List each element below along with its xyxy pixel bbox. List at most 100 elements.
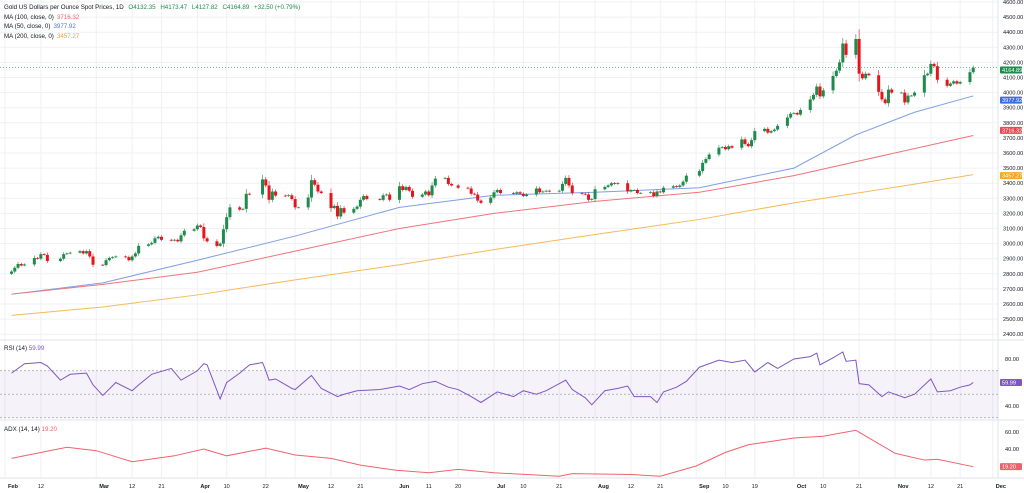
candle-body bbox=[218, 243, 222, 246]
candle bbox=[267, 180, 271, 204]
candle-body bbox=[469, 188, 473, 194]
candle bbox=[864, 71, 868, 80]
candle-body bbox=[241, 208, 245, 210]
candle-body bbox=[922, 75, 926, 93]
rsi-legend[interactable]: RSI (14) 59.99 bbox=[4, 345, 44, 352]
candle-body bbox=[929, 63, 933, 74]
ma50-line bbox=[11, 95, 974, 295]
candle-body bbox=[16, 263, 20, 268]
candle-body bbox=[932, 63, 936, 67]
candle bbox=[407, 185, 411, 193]
x-tick-label: 12 bbox=[129, 484, 135, 490]
candle bbox=[472, 192, 476, 196]
candle-body bbox=[831, 75, 835, 91]
adx-value: 19.20 bbox=[41, 426, 57, 433]
candle bbox=[159, 235, 163, 242]
candle bbox=[169, 238, 173, 242]
candle-body bbox=[717, 147, 721, 155]
ma200-label: MA (200, close, 0) bbox=[4, 32, 54, 40]
price-tick-label: 3200.00 bbox=[1003, 211, 1023, 217]
candle-body bbox=[329, 193, 333, 209]
candle bbox=[740, 136, 744, 151]
candle bbox=[495, 188, 499, 194]
candle bbox=[613, 182, 617, 185]
x-tick-label: 10 bbox=[224, 484, 230, 490]
candle-body bbox=[446, 177, 450, 184]
candle-body bbox=[13, 267, 17, 272]
candle-body bbox=[401, 186, 405, 190]
candle-body bbox=[296, 207, 300, 209]
candle bbox=[675, 185, 679, 188]
candle-body bbox=[336, 205, 340, 217]
price-tick-label: 3600.00 bbox=[1003, 151, 1023, 157]
price-change: +32.50 (+0.79%) bbox=[254, 4, 301, 11]
candle-body bbox=[293, 199, 297, 208]
price-tick-label: 3800.00 bbox=[1003, 121, 1023, 127]
candle bbox=[218, 242, 222, 248]
candle bbox=[358, 197, 362, 209]
candle-body bbox=[671, 186, 675, 188]
candle-body bbox=[746, 143, 750, 147]
candle bbox=[450, 182, 454, 187]
ma200-legend[interactable]: MA (200, close, 0) 3457.27 bbox=[4, 32, 303, 42]
candle-body bbox=[763, 128, 767, 132]
candle bbox=[681, 179, 685, 187]
candle-body bbox=[130, 256, 134, 261]
candle-body bbox=[248, 193, 251, 195]
x-tick-label: Aug bbox=[598, 484, 609, 490]
candle bbox=[81, 249, 85, 255]
candle-body bbox=[613, 183, 617, 184]
rsi-badge-bg bbox=[1000, 379, 1022, 387]
candle-body bbox=[476, 194, 480, 201]
candle-body bbox=[900, 92, 903, 94]
candle bbox=[883, 97, 887, 105]
candle-body bbox=[10, 271, 14, 274]
candle bbox=[844, 39, 848, 58]
candle bbox=[107, 256, 111, 262]
last-price-badge-bg bbox=[1000, 66, 1022, 74]
candle bbox=[443, 176, 447, 180]
candle-body bbox=[968, 72, 972, 83]
candle-body bbox=[427, 191, 431, 196]
candle-body bbox=[603, 186, 607, 190]
rsi-tick-label: 80.00 bbox=[1005, 357, 1019, 363]
candle-body bbox=[648, 192, 652, 194]
x-tick-label: Apr bbox=[200, 484, 210, 490]
candle-body bbox=[270, 191, 274, 200]
candle-body bbox=[945, 79, 949, 86]
candle-body bbox=[681, 181, 685, 186]
ma50-legend[interactable]: MA (50, close, 0) 3977.92 bbox=[4, 22, 303, 32]
candle bbox=[36, 256, 40, 260]
x-tick-label: 21 bbox=[158, 484, 164, 490]
candle bbox=[68, 251, 72, 255]
candle-body bbox=[62, 254, 66, 259]
symbol-title[interactable]: Gold US Dollars per Ounce Spot Prices, 1… bbox=[4, 4, 124, 11]
candle bbox=[512, 191, 516, 195]
ma50-badge-bg bbox=[1000, 96, 1022, 104]
candle-body bbox=[857, 38, 861, 74]
ma100-legend[interactable]: MA (100, close, 0) 3716.32 bbox=[4, 13, 303, 23]
candle-body bbox=[844, 43, 848, 55]
candle-body bbox=[606, 185, 610, 187]
grid bbox=[0, 0, 998, 478]
candle bbox=[10, 270, 14, 275]
candle bbox=[355, 205, 359, 211]
candle-body bbox=[342, 208, 346, 213]
candle bbox=[635, 188, 639, 195]
ohlc-open: O4132.35 bbox=[128, 4, 156, 11]
candle-body bbox=[205, 238, 209, 242]
candle-body bbox=[479, 200, 483, 203]
candle bbox=[766, 126, 770, 135]
candle bbox=[821, 87, 825, 99]
candle bbox=[789, 111, 793, 119]
candle-body bbox=[104, 260, 108, 266]
candle-body bbox=[639, 193, 643, 194]
candle-body bbox=[91, 256, 95, 265]
candle bbox=[384, 193, 388, 197]
candle bbox=[241, 207, 245, 211]
candle-body bbox=[515, 192, 519, 194]
candle bbox=[922, 69, 926, 97]
candle-body bbox=[495, 189, 499, 193]
adx-legend[interactable]: ADX (14, 14) 19.20 bbox=[4, 426, 57, 433]
